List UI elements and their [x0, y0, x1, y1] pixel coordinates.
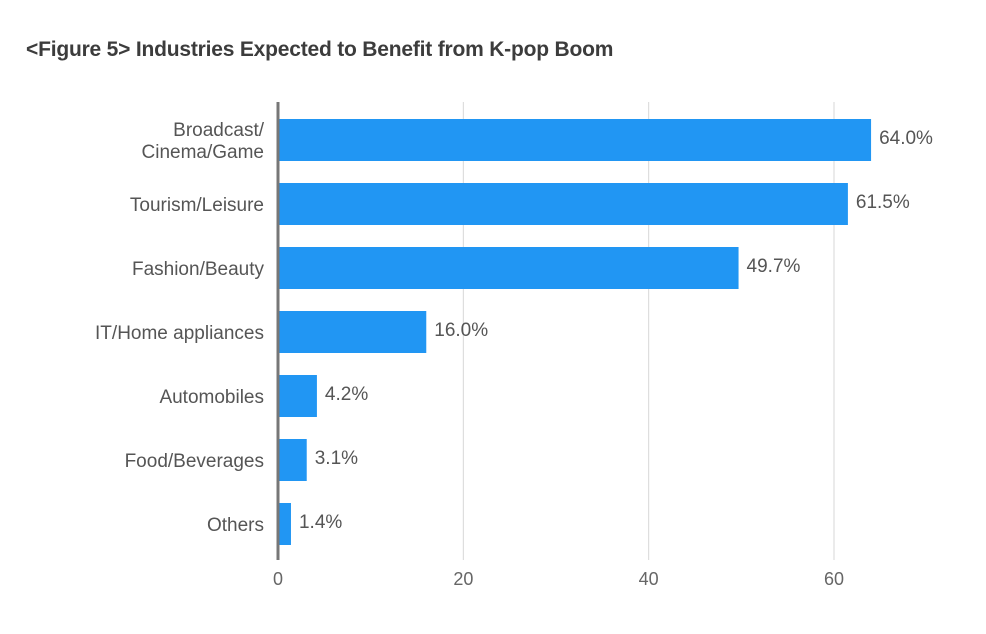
category-label: Food/Beverages: [125, 451, 264, 472]
category-label: Others: [207, 515, 264, 536]
chart-title: <Figure 5> Industries Expected to Benefi…: [26, 38, 614, 61]
x-tick-label: 60: [824, 569, 844, 589]
category-label: Automobiles: [159, 387, 264, 408]
data-label: 4.2%: [325, 384, 368, 405]
data-label: 49.7%: [747, 256, 801, 277]
bar: [278, 439, 307, 481]
x-tick-label: 0: [273, 569, 283, 589]
bar: [278, 375, 317, 417]
bar: [278, 503, 291, 545]
data-label: 16.0%: [434, 320, 488, 341]
bar: [278, 311, 427, 353]
bar: [278, 119, 872, 161]
category-label: Fashion/Beauty: [132, 259, 265, 280]
data-label: 3.1%: [315, 448, 358, 469]
labels: 0 20 40 60 64.0% Broadcast/Cinema/Game 61.5% To…: [95, 120, 933, 589]
data-label: 61.5%: [856, 192, 910, 213]
x-tick-label: 40: [639, 569, 659, 589]
bars: [278, 119, 872, 545]
category-label: IT/Home appliances: [95, 323, 264, 344]
bar: [278, 247, 739, 289]
bar: [278, 183, 848, 225]
grid-lines: [462, 102, 835, 560]
data-label: 1.4%: [299, 512, 342, 533]
category-label: Tourism/Leisure: [130, 195, 264, 216]
x-tick-label: 20: [453, 569, 473, 589]
data-label: 64.0%: [879, 128, 933, 149]
category-label: Broadcast/Cinema/Game: [142, 120, 265, 163]
